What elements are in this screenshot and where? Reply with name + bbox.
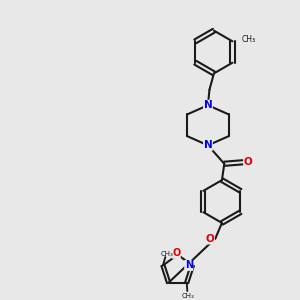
Text: O: O [172,248,180,258]
Text: N: N [204,140,212,150]
Text: N: N [185,260,193,270]
Text: CH₃: CH₃ [242,35,256,44]
Text: O: O [244,157,253,167]
Text: CH₃: CH₃ [182,293,195,299]
Text: N: N [204,100,212,110]
Text: CH₃: CH₃ [161,251,174,257]
Text: O: O [206,234,214,244]
